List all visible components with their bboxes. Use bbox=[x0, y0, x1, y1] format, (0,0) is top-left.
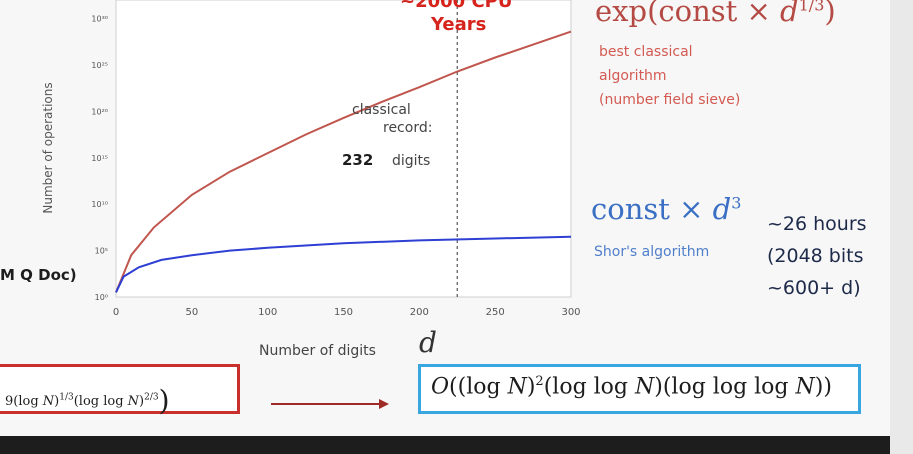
top-note-line1: ~2000 CPU bbox=[400, 0, 513, 12]
y-tick-label: 10¹⁰ bbox=[91, 200, 108, 209]
arrow-icon bbox=[271, 399, 389, 409]
top-note-line2: Years bbox=[431, 14, 487, 35]
x-axis-label: Number of digits bbox=[259, 343, 376, 359]
shor-formula-exp: 3 bbox=[731, 193, 742, 213]
classical-formula-var: d bbox=[780, 0, 799, 28]
y-tick-label: 10⁵ bbox=[95, 247, 108, 256]
time-note-line3: ~600+ d) bbox=[767, 277, 861, 299]
y-tick-label: 10²⁰ bbox=[91, 107, 108, 116]
x-tick-label: 250 bbox=[486, 307, 505, 318]
marker-note-line2: record: bbox=[383, 120, 433, 136]
marker-note-line1: classical bbox=[352, 102, 411, 118]
video-control-bar bbox=[0, 436, 890, 454]
shor-formula-var: d bbox=[712, 192, 732, 226]
classical-formula: exp(const × d1/3) bbox=[595, 0, 836, 28]
y-tick-label: 10³⁰ bbox=[91, 15, 108, 24]
x-tick-label: 50 bbox=[185, 307, 198, 318]
time-note-line2: (2048 bits bbox=[767, 245, 864, 267]
marker-note-value: 232 bbox=[342, 151, 374, 169]
x-tick-label: 0 bbox=[113, 307, 119, 318]
y-axis-label: Number of operations bbox=[41, 82, 55, 213]
classical-complexity-formula: 9(log N)1/3(log log N)2/3) bbox=[5, 384, 170, 417]
y-tick-label: 10²⁵ bbox=[91, 61, 108, 70]
shor-complexity-box: O((log N)2(log log N)(log log log N)) bbox=[418, 364, 861, 414]
classical-label-line1: best classical bbox=[599, 44, 693, 60]
shor-formula-prefix: const × bbox=[591, 192, 713, 226]
x-tick-label: 100 bbox=[258, 307, 277, 318]
y-tick-label: 10¹⁵ bbox=[91, 154, 108, 163]
shor-formula: const × d3 bbox=[591, 192, 741, 226]
x-tick-label: 300 bbox=[561, 307, 580, 318]
classical-complexity-box: 9(log N)1/3(log log N)2/3) bbox=[0, 364, 240, 417]
classical-label-line3: (number field sieve) bbox=[599, 92, 741, 108]
shor-complexity-formula: O((log N)2(log log N)(log log log N)) bbox=[431, 374, 832, 400]
classical-formula-prefix: exp(const × bbox=[595, 0, 781, 28]
y-tick-label: 10⁰ bbox=[95, 293, 108, 302]
classical-curve bbox=[115, 30, 572, 293]
x-tick-label: 150 bbox=[334, 307, 353, 318]
x-axis-symbol: d bbox=[419, 326, 437, 359]
shor-label: Shor's algorithm bbox=[594, 244, 710, 260]
classical-formula-exp: 1/3 bbox=[798, 0, 825, 15]
left-note: M Q Doc) bbox=[0, 266, 77, 284]
shor-curve bbox=[115, 235, 572, 293]
time-note-line1: ~26 hours bbox=[767, 213, 867, 235]
right-edge-strip bbox=[890, 0, 913, 454]
x-tick-label: 200 bbox=[410, 307, 429, 318]
plot-area bbox=[115, 0, 572, 298]
classical-formula-suffix: ) bbox=[824, 0, 836, 28]
classical-label-line2: algorithm bbox=[599, 68, 667, 84]
marker-note-line4: digits bbox=[392, 153, 431, 169]
